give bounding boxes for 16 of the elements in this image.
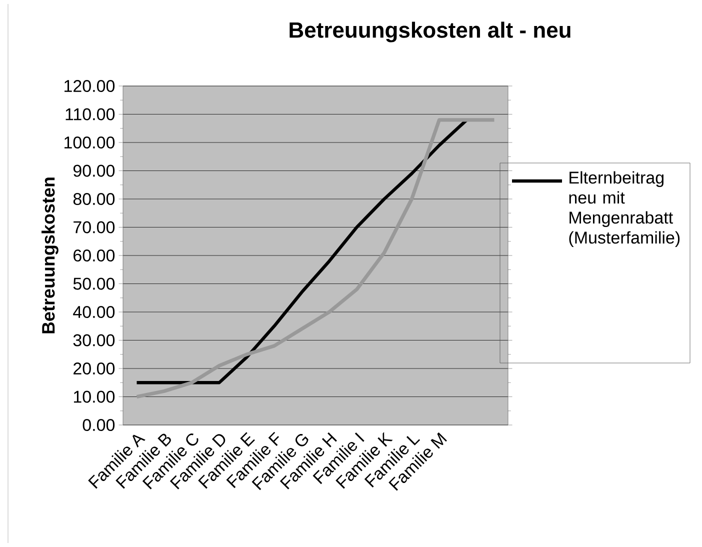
y-tick-label: 100.00 (64, 136, 115, 149)
y-tick-label: 60.00 (74, 249, 115, 262)
y-tick-label: 50.00 (73, 278, 115, 290)
y-tick-label: 120.00 (64, 80, 115, 92)
y-axis-title: Betreuungskosten (42, 178, 58, 334)
y-tick-label: 30.00 (73, 334, 115, 346)
y-tick-label: 70.00 (74, 221, 115, 234)
y-tick-label: 10.00 (74, 390, 115, 403)
y-tick-label: 80.00 (73, 192, 115, 206)
legend-label: Elternbeitrag neu mit Mengenrabatt (Musterfamilie) (569, 171, 680, 248)
y-tick-label: 110.00 (66, 108, 115, 120)
y-tick-label: 90.00 (73, 164, 115, 177)
y-tick-label: 20.00 (74, 362, 115, 375)
chart-title: Betreuungskosten alt - neu (290, 22, 570, 42)
y-tick-label: 40.00 (73, 306, 115, 318)
y-tick-label: 0.00 (82, 418, 115, 432)
